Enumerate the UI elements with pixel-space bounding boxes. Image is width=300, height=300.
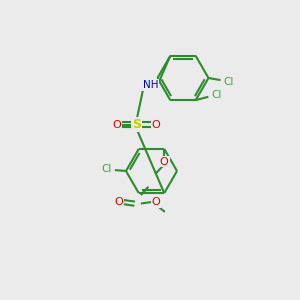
Text: Cl: Cl — [101, 164, 112, 175]
Text: S: S — [132, 118, 141, 131]
Text: O: O — [152, 197, 160, 207]
Text: O: O — [114, 197, 123, 207]
Text: O: O — [160, 157, 169, 166]
Text: O: O — [112, 119, 122, 130]
Text: Cl: Cl — [212, 90, 222, 100]
Text: Cl: Cl — [224, 76, 234, 87]
Text: O: O — [152, 119, 160, 130]
Text: NH: NH — [142, 80, 158, 90]
